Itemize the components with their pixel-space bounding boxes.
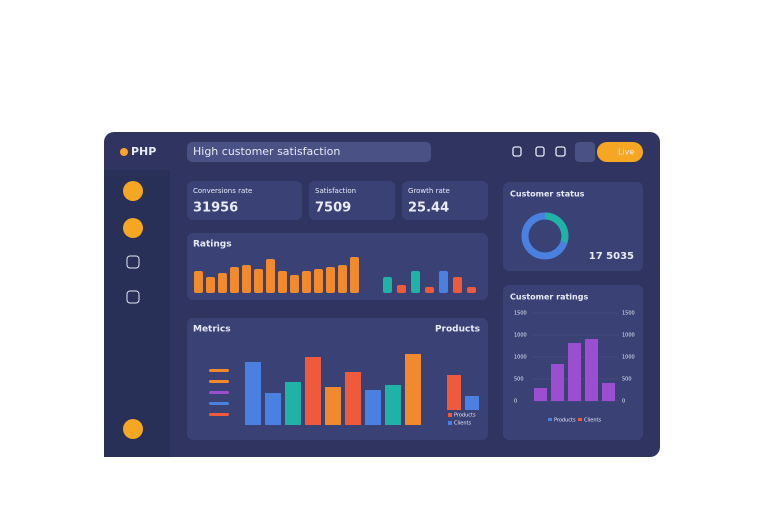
- legend-swatch: [578, 418, 582, 421]
- panel-title: Ratings: [193, 240, 232, 250]
- stat-value: 7509: [315, 201, 351, 216]
- y-tick-label: 1500: [514, 311, 527, 317]
- menu-button[interactable]: [575, 142, 595, 162]
- nav-icon[interactable]: [123, 419, 143, 439]
- bar: [365, 390, 381, 425]
- legend-line: [209, 413, 229, 416]
- live-button[interactable]: [597, 142, 643, 162]
- bar: [265, 393, 281, 425]
- bar: [338, 265, 347, 293]
- y-tick-label: 1000: [514, 355, 527, 361]
- y-tick-label: 0: [622, 399, 625, 405]
- bar: [305, 357, 321, 425]
- bar: [350, 257, 359, 293]
- nav-icon[interactable]: [126, 290, 140, 304]
- legend-line: [209, 402, 229, 405]
- panel-title: Customer status: [510, 190, 585, 199]
- bar: [465, 396, 479, 410]
- nav-icon[interactable]: [123, 181, 143, 201]
- bar: [385, 385, 401, 425]
- panel-title: Customer ratings: [510, 293, 588, 302]
- search-text: High customer satisfaction: [193, 145, 340, 158]
- icon[interactable]: [512, 146, 522, 157]
- y-tick-label: 1000: [514, 333, 527, 339]
- icon[interactable]: [535, 146, 545, 157]
- bar: [325, 387, 341, 425]
- button-text: Live: [618, 148, 634, 157]
- legend-label: Clients: [454, 421, 471, 427]
- bar: [218, 273, 227, 293]
- legend-line: [209, 380, 229, 383]
- bar: [254, 269, 263, 293]
- nav-icon[interactable]: [123, 218, 143, 238]
- status-value: 17 5035: [589, 251, 634, 262]
- y-tick-label: 1500: [622, 311, 635, 317]
- bar: [383, 277, 392, 293]
- panel-title: Metrics: [193, 325, 231, 335]
- bar: [230, 267, 239, 293]
- donut-segment: [544, 212, 569, 244]
- bar: [242, 265, 251, 293]
- bar: [534, 388, 547, 401]
- stat-card: [187, 181, 302, 220]
- legend-label: Products: [554, 418, 576, 424]
- y-tick-label: 1000: [622, 333, 635, 339]
- y-tick-label: 500: [622, 377, 632, 383]
- bar: [425, 287, 434, 293]
- stat-value: 25.44: [408, 201, 449, 216]
- bar: [245, 362, 261, 425]
- bar: [453, 277, 462, 293]
- bar: [602, 383, 615, 401]
- legend-line: [209, 391, 229, 394]
- bar: [447, 375, 461, 410]
- bar: [314, 269, 323, 293]
- search-box[interactable]: [187, 142, 431, 162]
- bar: [290, 275, 299, 293]
- bar: [397, 285, 406, 293]
- stat-value: 31956: [193, 201, 238, 216]
- y-tick-label: 500: [514, 377, 524, 383]
- bar: [326, 267, 335, 293]
- stat-card: [309, 181, 395, 220]
- bar: [278, 271, 287, 293]
- bar: [551, 364, 564, 401]
- y-tick-label: 1000: [622, 355, 635, 361]
- bar: [345, 372, 361, 425]
- bar: [302, 271, 311, 293]
- panel-subtitle: Products: [435, 325, 480, 335]
- bar: [585, 339, 598, 401]
- stat-label: Growth rate: [408, 187, 450, 195]
- bar: [266, 259, 275, 293]
- legend-swatch: [548, 418, 552, 421]
- legend-swatch: [448, 413, 452, 417]
- bar: [568, 343, 581, 401]
- icon[interactable]: [555, 146, 566, 157]
- y-tick-label: 0: [514, 399, 517, 405]
- bar: [194, 271, 203, 293]
- stat-label: Satisfaction: [315, 187, 356, 195]
- bar: [411, 271, 420, 293]
- logo-dot: [120, 148, 128, 156]
- bar: [439, 271, 448, 293]
- legend-label: Clients: [584, 418, 601, 424]
- status-panel: [503, 182, 643, 271]
- legend-line: [209, 369, 229, 372]
- legend-label: Products: [454, 413, 476, 419]
- stat-card: [402, 181, 488, 220]
- stat-label: Conversions rate: [193, 187, 252, 195]
- legend-swatch: [448, 421, 452, 425]
- bar: [285, 382, 301, 425]
- bar: [405, 354, 421, 425]
- bar: [206, 277, 215, 293]
- sidebar: [104, 170, 170, 457]
- nav-icon[interactable]: [126, 255, 140, 269]
- bar: [467, 287, 476, 293]
- logo: PHP: [131, 145, 156, 158]
